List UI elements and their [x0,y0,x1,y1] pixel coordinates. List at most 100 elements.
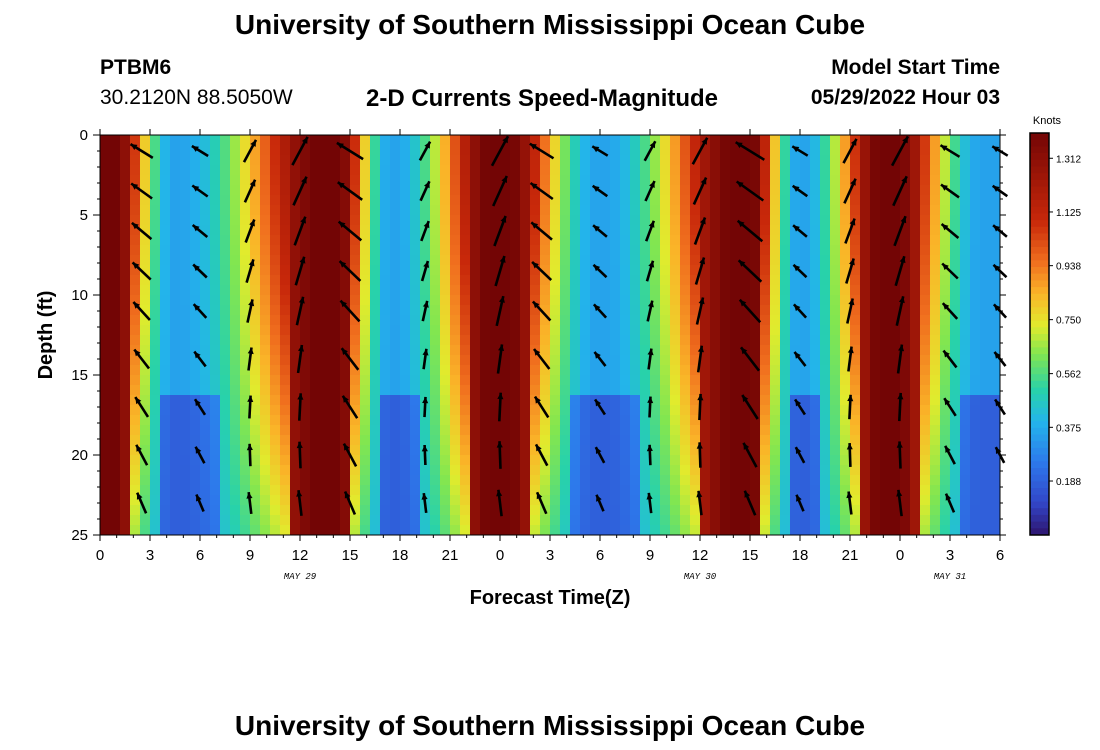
heat-cell [460,325,470,335]
heat-cell [670,265,680,275]
heat-cell [780,195,790,205]
colorbar-tick-label: 0.750 [1056,316,1081,327]
heat-cell [350,285,360,295]
heat-cell [770,425,780,435]
heat-cell [110,165,120,175]
heat-cell [520,405,530,415]
heat-cell [250,435,260,445]
heat-cell [390,365,400,375]
heat-cell [460,215,470,225]
heat-cell [980,265,990,275]
heat-cell [690,205,700,215]
heat-cell [280,435,290,445]
heat-cell [550,265,560,275]
heat-cell [590,235,600,245]
heat-cell [820,435,830,445]
heat-cell [520,145,530,155]
heat-cell [810,415,820,425]
heat-cell [410,155,420,165]
heat-cell [670,335,680,345]
heat-cell [470,295,480,305]
heat-cell [110,295,120,305]
heat-cell [120,165,130,175]
heat-cell [580,445,590,455]
heat-cell [630,135,640,145]
heat-cell [440,135,450,145]
heat-cell [170,335,180,345]
heat-cell [270,275,280,285]
heat-cell [950,345,960,355]
heat-cell [400,425,410,435]
heat-cell [760,355,770,365]
heat-cell [390,135,400,145]
heat-cell [450,425,460,435]
heat-cell [570,205,580,215]
heat-cell [470,495,480,505]
heat-cell [410,515,420,525]
heat-cell [680,505,690,515]
y-tick-label: 25 [71,527,88,544]
heat-cell [820,465,830,475]
heat-cell [140,425,150,435]
heat-cell [180,465,190,475]
heat-cell [660,465,670,475]
heat-cell [270,495,280,505]
heat-cell [430,315,440,325]
heat-cell [210,455,220,465]
heat-cell [440,175,450,185]
heat-cell [270,315,280,325]
heat-cell [790,465,800,475]
heat-cell [920,295,930,305]
heat-cell [230,175,240,185]
heat-cell [730,305,740,315]
heat-cell [930,245,940,255]
heat-cell [310,145,320,155]
heat-cell [480,205,490,215]
heat-cell [880,195,890,205]
colorbar-segment [1030,381,1049,388]
heat-cell [660,205,670,215]
heat-cell [710,145,720,155]
heat-cell [960,385,970,395]
heat-cell [390,325,400,335]
heat-cell [880,255,890,265]
heat-cell [330,275,340,285]
heat-cell [130,415,140,425]
heat-cell [710,325,720,335]
heat-cell [380,285,390,295]
heat-cell [100,225,110,235]
heat-cell [120,455,130,465]
heat-cell [520,175,530,185]
heat-cell [910,335,920,345]
heat-cell [260,295,270,305]
heat-cell [610,265,620,275]
heat-cell [780,375,790,385]
heat-cell [350,345,360,355]
heat-cell [990,155,1000,165]
heat-cell [380,215,390,225]
heat-cell [180,265,190,275]
heat-cell [580,525,590,535]
heat-cell [660,425,670,435]
heat-cell [660,455,670,465]
heat-cell [100,185,110,195]
heat-cell [650,155,660,165]
heat-cell [700,235,710,245]
heat-cell [230,415,240,425]
heat-cell [900,495,910,505]
heat-cell [570,325,580,335]
heat-cell [200,475,210,485]
heat-cell [620,435,630,445]
heat-cell [650,235,660,245]
heat-cell [230,325,240,335]
heat-cell [890,215,900,225]
heat-cell [390,165,400,175]
heat-cell [790,365,800,375]
heat-cell [370,525,380,535]
heat-cell [980,315,990,325]
heat-cell [900,365,910,375]
heat-cell [820,355,830,365]
heat-cell [650,525,660,535]
heat-cell [520,495,530,505]
heat-cell [820,205,830,215]
